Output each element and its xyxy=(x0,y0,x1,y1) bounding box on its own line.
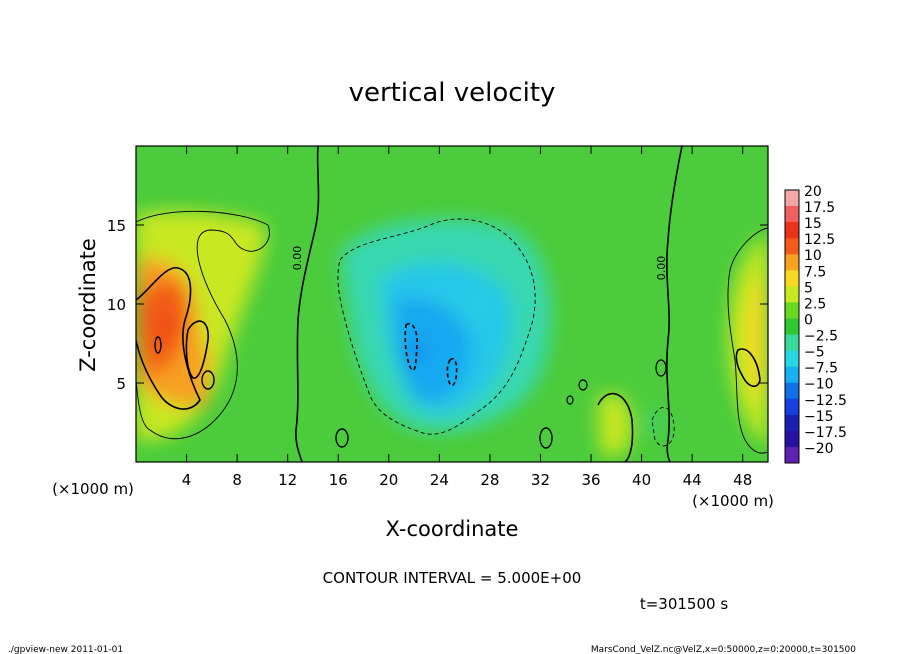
contour-label-left: 0.00 xyxy=(291,246,304,271)
colorbar-swatch xyxy=(785,286,799,303)
colorbar-label: 7.5 xyxy=(804,264,826,280)
colorbar-swatch xyxy=(785,190,799,207)
colorbar-label: −12.5 xyxy=(804,393,847,409)
x-tick-label: 48 xyxy=(733,471,752,489)
x-unit-label: (×1000 m) xyxy=(692,492,774,510)
colorbar-swatch xyxy=(785,206,799,223)
colorbar-label: −15 xyxy=(804,409,834,425)
x-axis-title: X-coordinate xyxy=(386,517,519,541)
colorbar-label: 0 xyxy=(804,312,813,328)
y-axis: 5 10 15 xyxy=(107,217,768,393)
x-axis: 4 8 12 16 20 24 28 32 36 40 44 48 xyxy=(182,146,752,489)
small-contour-6 xyxy=(201,370,215,390)
colorbar: 2017.51512.5107.552.50−2.5−5−7.5−10−12.5… xyxy=(784,184,847,464)
x-tick-label: 16 xyxy=(329,471,348,489)
colorbar-swatch xyxy=(785,430,799,448)
colorbar-swatch xyxy=(785,382,799,400)
field-point xyxy=(745,317,766,338)
x-tick-label: 40 xyxy=(632,471,651,489)
y-tick-label: 10 xyxy=(107,296,126,314)
time-text: t=301500 s xyxy=(640,595,728,613)
plot-area xyxy=(136,146,768,462)
x-tick-label: 32 xyxy=(531,471,550,489)
colorbar-swatch xyxy=(785,350,799,368)
contour-lines xyxy=(136,146,768,462)
field-point xyxy=(227,278,248,299)
colorbar-label: −10 xyxy=(804,377,834,393)
contour-10-left xyxy=(136,267,201,410)
colorbar-label: 20 xyxy=(804,184,822,200)
x-tick-label: 4 xyxy=(182,471,192,489)
colorbar-swatch xyxy=(785,302,799,319)
small-contour-4 xyxy=(566,395,574,405)
x-tick-label: 28 xyxy=(480,471,499,489)
colorbar-swatch xyxy=(785,270,799,287)
y-axis-title: Z-coordinate xyxy=(76,238,100,372)
y-tick-label: 5 xyxy=(116,375,126,393)
field-point xyxy=(467,294,488,314)
contour-neg-10-mid-b xyxy=(446,358,458,387)
x-tick-label: 44 xyxy=(683,471,702,489)
zero-contour-right xyxy=(666,146,683,462)
contour-neg-10-mid-a xyxy=(404,323,418,371)
field-point xyxy=(442,357,462,378)
colorbar-swatch xyxy=(785,238,799,255)
x-tick-label: 8 xyxy=(232,471,242,489)
contour-5-left xyxy=(136,210,270,440)
small-contour-3 xyxy=(578,379,588,391)
field-point xyxy=(157,317,178,338)
field-point xyxy=(644,412,665,433)
colorbar-swatch xyxy=(785,398,799,416)
colorbar-label: 12.5 xyxy=(804,232,835,248)
contour-10-right xyxy=(735,348,761,388)
colorbar-swatch xyxy=(785,318,799,336)
x-tick-label: 36 xyxy=(581,471,600,489)
colorbar-label: 17.5 xyxy=(804,200,835,216)
colorbar-label: −5 xyxy=(804,345,825,361)
small-contour-7 xyxy=(154,336,162,354)
colorbar-swatch xyxy=(785,334,799,352)
contour-5-right xyxy=(727,227,768,454)
footer-left: ./gpview-new 2011-01-01 xyxy=(8,645,123,654)
colorbar-swatch xyxy=(785,254,799,271)
colorbar-label: −7.5 xyxy=(804,361,838,377)
colorbar-label: 10 xyxy=(804,248,822,264)
colorbar-label: 15 xyxy=(804,216,822,232)
chart-title: vertical velocity xyxy=(349,78,556,108)
colorbar-swatch xyxy=(785,366,799,384)
colorbar-swatch xyxy=(785,414,799,432)
small-contour-5 xyxy=(655,359,667,377)
contour-interval-text: CONTOUR INTERVAL = 5.000E+00 xyxy=(323,569,582,587)
colorbar-swatch xyxy=(785,222,799,239)
contour-label-right: 0.00 xyxy=(655,256,668,281)
colorbar-label: −20 xyxy=(804,441,834,457)
contour-10-left-inner xyxy=(185,320,209,379)
contour-5-bottom xyxy=(597,392,634,462)
colorbar-label: 2.5 xyxy=(804,296,826,312)
colorbar-swatch xyxy=(785,446,799,464)
small-contour-1 xyxy=(335,428,349,448)
x-tick-label: 24 xyxy=(430,471,449,489)
y-unit-label: (×1000 m) xyxy=(52,480,134,498)
x-tick-label: 12 xyxy=(278,471,297,489)
field-point xyxy=(195,349,216,370)
colorbar-frame xyxy=(784,189,800,464)
y-tick-label: 15 xyxy=(107,217,126,235)
footer-right: MarsCond_VelZ.nc@VelZ,x=0:50000,z=0:2000… xyxy=(591,645,856,654)
contour-neg-5-mid xyxy=(337,218,536,435)
colorbar-label: −2.5 xyxy=(804,329,838,345)
colorbar-label: 5 xyxy=(804,280,813,296)
zero-contour-left xyxy=(295,146,320,462)
small-contour-2 xyxy=(539,427,553,449)
field-point xyxy=(404,341,425,362)
colorbar-label: −17.5 xyxy=(804,425,847,441)
contour-neg-5-bottom xyxy=(651,407,675,447)
field-point xyxy=(606,412,627,433)
x-tick-label: 20 xyxy=(379,471,398,489)
